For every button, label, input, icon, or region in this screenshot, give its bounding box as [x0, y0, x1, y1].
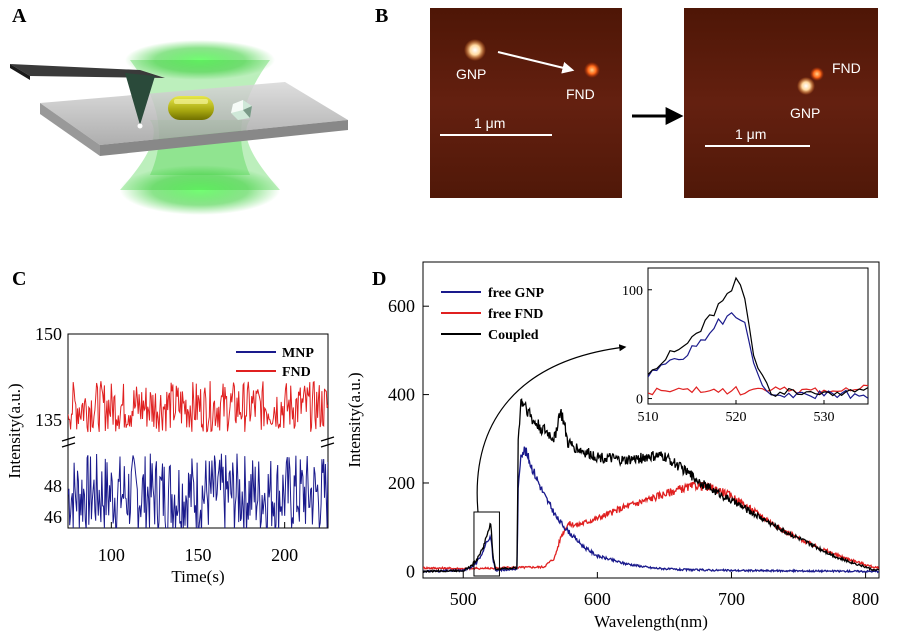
chart-c: 150 135 48 46 100 150 200 Time(s) Intensit…: [5, 324, 335, 586]
inset-y-tick-label: 100: [622, 284, 643, 299]
series-free-gnp-line: [423, 446, 879, 574]
chart-c-xlabel: Time(s): [171, 567, 224, 586]
chart-d: 0 200 400 600 500 600 700 800 Wavelength(nm) I…: [345, 261, 880, 631]
y-tick-label: 48: [44, 476, 62, 496]
chart-c-ylabel: Intensity(a.u.): [5, 383, 24, 478]
chart-d-frame: [422, 261, 880, 579]
gnp-label-after: GNP: [790, 105, 820, 121]
axis-break-mark: [320, 442, 335, 448]
axis-break-mark: [61, 436, 76, 442]
fnd-spot: [584, 62, 600, 78]
panel-c: C 150 135 48 46 100 150 200 Time(s) Intens…: [5, 268, 335, 586]
axis-break-mark: [320, 436, 335, 442]
zoom-arrow: [476, 344, 627, 513]
inset-series-coupled-line: [648, 276, 868, 398]
x-tick-label: 100: [98, 545, 125, 565]
inset-frame: [647, 267, 869, 405]
legend-label-free-gnp: free GNP: [488, 286, 545, 301]
panel-c-label: C: [12, 268, 26, 290]
series-mnp-line: [68, 453, 328, 528]
gnp-spot-after: [797, 77, 815, 95]
inset-series-free-fnd-line: [648, 384, 868, 396]
panel-a-label: A: [12, 5, 27, 27]
inset-y-tick-label: 0: [636, 393, 643, 408]
x-tick-label: 800: [852, 589, 879, 609]
inset-x-tick-label: 530: [814, 410, 835, 425]
highlight-box: [473, 511, 500, 577]
panel-b: B GNP FND 1 μm FND GNP 1 μm: [375, 5, 878, 198]
afm-image-after: FND GNP 1 μm: [684, 8, 878, 198]
series-fnd-line: [68, 381, 328, 433]
scale-label-after: 1 μm: [735, 126, 766, 142]
panel-d: D 0 200 400 600 500 600 700 800 Wavelength(nm)…: [345, 261, 880, 631]
x-tick-label: 700: [718, 589, 745, 609]
gnp-spot: [464, 39, 486, 61]
legend-label-fnd: FND: [282, 365, 311, 380]
fnd-label-before: FND: [566, 86, 595, 102]
gold-nanorod: [168, 96, 214, 120]
gnp-label-before: GNP: [456, 66, 486, 82]
inset-x-tick-label: 510: [638, 410, 659, 425]
inset-chart: 510 520 530 0 100: [622, 267, 869, 425]
panel-d-label: D: [372, 268, 386, 290]
legend-label-free-fnd: free FND: [488, 307, 543, 322]
afm-cantilever: [10, 64, 165, 129]
chart-d-ylabel: Intensity(a.u.): [345, 372, 364, 467]
axis-break-mark: [61, 442, 76, 448]
legend-label-mnp: MNP: [282, 346, 314, 361]
panel-a: A: [10, 5, 348, 215]
fnd-label-after: FND: [832, 60, 861, 76]
scale-label-before: 1 μm: [474, 115, 505, 131]
x-tick-label: 150: [185, 545, 212, 565]
y-tick-label: 135: [35, 410, 62, 430]
x-tick-label: 500: [450, 589, 477, 609]
fnd-spot-after: [810, 67, 824, 81]
legend-label-coupled: Coupled: [488, 328, 539, 343]
afm-image-before: GNP FND 1 μm: [430, 8, 622, 198]
x-tick-label: 200: [271, 545, 298, 565]
panel-b-label: B: [375, 5, 388, 27]
y-tick-label: 0: [406, 561, 415, 581]
chart-d-xlabel: Wavelength(nm): [594, 612, 708, 631]
inset-x-tick-label: 520: [726, 410, 747, 425]
x-tick-label: 600: [584, 589, 611, 609]
y-tick-label: 150: [35, 324, 62, 344]
y-tick-label: 200: [388, 473, 415, 493]
y-tick-label: 400: [388, 385, 415, 405]
chart-c-legend: MNP FND: [236, 346, 314, 380]
move-arrow: [497, 51, 575, 74]
y-tick-label: 600: [388, 296, 415, 316]
y-tick-label: 46: [44, 507, 62, 527]
inset-series-free-gnp-line: [648, 311, 868, 400]
nanodiamond: [231, 100, 252, 120]
chart-d-legend: free GNP free FND Coupled: [441, 286, 545, 343]
